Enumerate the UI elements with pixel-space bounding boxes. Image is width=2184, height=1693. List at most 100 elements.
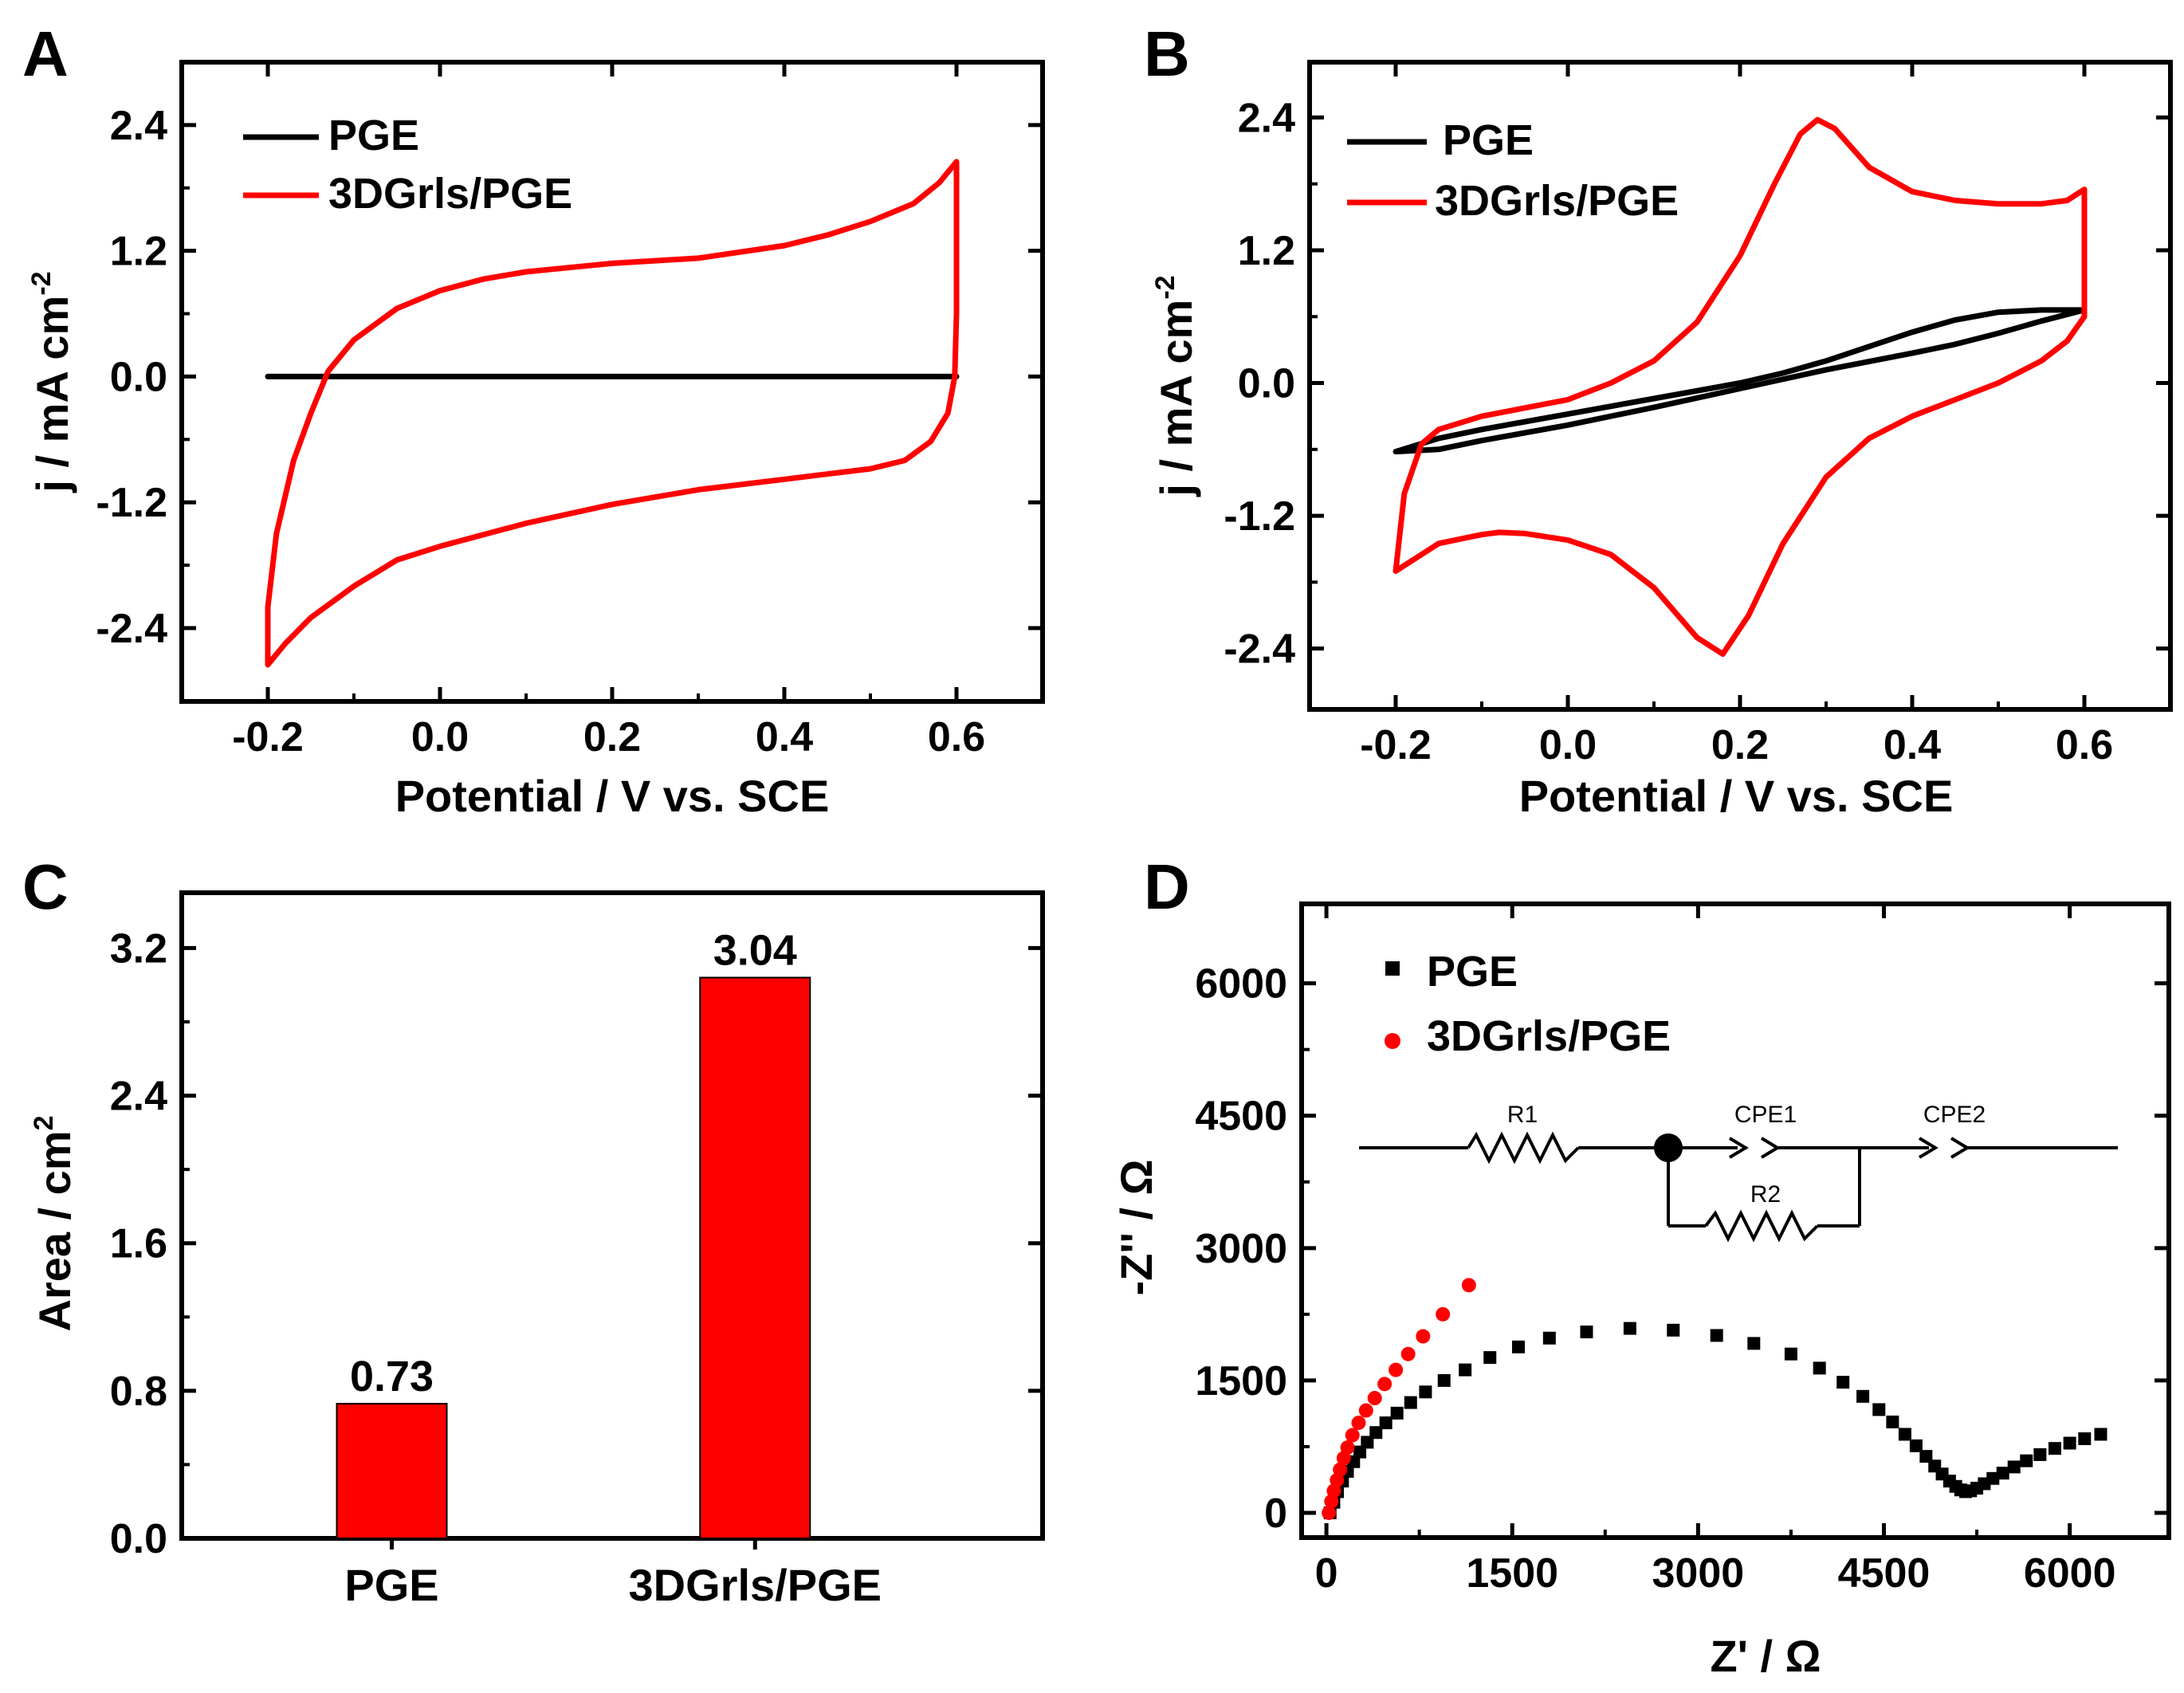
legend-a-label-pge: PGE xyxy=(328,112,419,159)
series-a xyxy=(265,159,960,668)
legend-a-label-3dgrls: 3DGrls/PGE xyxy=(328,170,572,218)
x-category-label: 3DGrls/PGE xyxy=(629,1560,882,1610)
point-pge xyxy=(1483,1351,1497,1365)
series-d xyxy=(1322,1278,2107,1520)
panel-d: D 0 1500 3000 4500 6000 0 1500 3000 4500 6000 Z' … xyxy=(1111,851,2171,1681)
point-3dgrls xyxy=(1358,1403,1373,1418)
y-tick-label-b: 0.0 xyxy=(1238,361,1295,407)
point-pge xyxy=(1919,1450,1933,1463)
point-pge xyxy=(2020,1454,2033,1467)
series-line-a-3dgrls xyxy=(265,159,960,668)
legend-d-label-3dgrls: 3DGrls/PGE xyxy=(1427,1012,1671,1060)
circuit-label-cpe2: CPE2 xyxy=(1923,1102,1986,1128)
point-3dgrls xyxy=(1345,1428,1360,1443)
x-axis-label-b: Potential / V vs. SCE xyxy=(1519,771,1954,821)
y-tick-label-b: -1.2 xyxy=(1224,493,1295,540)
series-line-b-pge xyxy=(1392,307,2088,455)
x-tick-label-d: 4500 xyxy=(1838,1550,1931,1597)
y-axis-label-d: -Z'' / Ω xyxy=(1111,1159,1161,1295)
x-axis-label-a: Potential / V vs. SCE xyxy=(395,771,830,821)
point-pge xyxy=(1580,1326,1593,1339)
point-pge xyxy=(1836,1376,1850,1389)
point-pge xyxy=(2063,1436,2076,1450)
circuit-label-r1: R1 xyxy=(1507,1102,1538,1128)
equivalent-circuit-inset xyxy=(1359,1131,2118,1243)
series-b xyxy=(1392,116,2088,658)
point-3dgrls xyxy=(1436,1306,1451,1322)
y-tick-label-a: -2.4 xyxy=(96,606,167,652)
ticks-d: 0 1500 3000 4500 6000 0 1500 3000 4500 6000 xyxy=(1195,904,2169,1597)
x-axis-label-d: Z' / Ω xyxy=(1710,1631,1821,1681)
point-pge xyxy=(1747,1337,1761,1350)
circuit-label-r2: R2 xyxy=(1750,1181,1781,1208)
point-pge xyxy=(1369,1426,1383,1440)
point-pge xyxy=(2094,1428,2107,1441)
y-tick-label-d: 6000 xyxy=(1195,961,1287,1008)
x-tick-label-d: 0 xyxy=(1315,1550,1338,1597)
point-pge xyxy=(1404,1396,1417,1409)
point-3dgrls xyxy=(1461,1278,1476,1293)
x-tick-label-d: 3000 xyxy=(1652,1550,1745,1597)
y-tick-label-a: -1.2 xyxy=(96,480,167,526)
point-pge xyxy=(2033,1447,2047,1461)
bars-c: 0.73 3.04 xyxy=(336,926,811,1539)
point-3dgrls xyxy=(1377,1377,1392,1392)
series-line-b-3dgrls xyxy=(1392,116,2088,658)
panel-label-d: D xyxy=(1144,851,1190,922)
point-pge xyxy=(1437,1373,1451,1387)
point-pge xyxy=(1379,1416,1392,1430)
point-pge xyxy=(1667,1323,1680,1337)
y-tick-label-c: 0.0 xyxy=(110,1516,167,1562)
point-3dgrls xyxy=(1389,1362,1404,1377)
point-pge xyxy=(1898,1428,1911,1441)
y-tick-label-d: 4500 xyxy=(1195,1094,1287,1140)
y-axis-label-c-text: Area / cm xyxy=(29,1130,80,1331)
y-tick-label-c: 0.8 xyxy=(110,1369,167,1415)
y-tick-label-d: 1500 xyxy=(1195,1358,1287,1404)
y-tick-label-c: 2.4 xyxy=(110,1074,167,1120)
bar-pge xyxy=(336,1403,448,1539)
x-tick-label-b: 0.4 xyxy=(1884,722,1941,768)
y-axis-label-a-text: j / mA cm xyxy=(27,296,77,493)
y-tick-label-b: 1.2 xyxy=(1238,228,1295,274)
x-category-label: PGE xyxy=(344,1560,438,1610)
resistor-r1 xyxy=(1467,1131,1580,1165)
panel-label-c: C xyxy=(22,851,69,922)
legend-b-label-3dgrls: 3DGrls/PGE xyxy=(1435,177,1679,225)
y-tick-label-a: 1.2 xyxy=(110,229,167,275)
x-tick-label-b: 0.0 xyxy=(1539,722,1597,768)
bar-value-label: 0.73 xyxy=(350,1353,434,1400)
y-tick-label-a: 0.0 xyxy=(110,354,167,400)
point-3dgrls xyxy=(1351,1416,1366,1431)
cpe1-plate-right xyxy=(1760,1137,1781,1159)
panel-b: B -0.2 0.0 0.2 0.4 0.6 -2.4 -1.2 0.0 1.2 2.4 Pote… xyxy=(1144,18,2173,821)
x-tick-label-a: 0.6 xyxy=(928,714,985,760)
y-tick-label-b: -2.4 xyxy=(1224,627,1295,673)
axes-frame-a xyxy=(179,60,1045,704)
point-3dgrls xyxy=(1333,1462,1348,1477)
point-pge xyxy=(1459,1363,1472,1377)
point-pge xyxy=(1986,1471,2000,1485)
x-tick-label-b: 0.2 xyxy=(1711,722,1769,768)
legend-d: PGE 3DGrls/PGE xyxy=(1385,948,1671,1060)
y-axis-label-b: j / mA cm-2 xyxy=(1150,275,1201,497)
point-pge xyxy=(1512,1340,1525,1353)
point-3dgrls xyxy=(1400,1346,1416,1361)
x-tick-label-a: 0.0 xyxy=(411,714,469,760)
x-tick-label-d: 6000 xyxy=(2024,1550,2116,1597)
bar-value-label: 3.04 xyxy=(713,926,797,974)
y-axis-label-c-sup: 2 xyxy=(29,1115,59,1130)
point-3dgrls xyxy=(1416,1329,1431,1344)
point-pge xyxy=(1419,1385,1432,1399)
y-axis-label-a-sup: -2 xyxy=(26,271,57,295)
y-tick-label-c: 3.2 xyxy=(110,925,167,972)
x-tick-label-a: 0.4 xyxy=(756,714,813,760)
legend-d-marker-pge xyxy=(1385,961,1400,976)
legend-d-label-pge: PGE xyxy=(1427,948,1518,996)
panel-a: A -0.2 0.0 0.2 0.4 0.6 -2.4 -1.2 0.0 1.2 2.4 Pote… xyxy=(22,18,1045,821)
x-tick-label-b: -0.2 xyxy=(1360,722,1432,768)
panel-label-a: A xyxy=(22,18,69,89)
point-pge xyxy=(1542,1331,1556,1345)
panel-label-b: B xyxy=(1144,18,1190,89)
